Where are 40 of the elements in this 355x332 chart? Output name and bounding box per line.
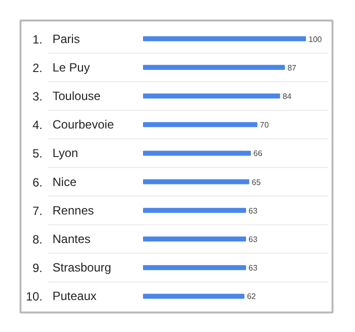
- bar: [143, 122, 258, 128]
- text: 6.: [32, 175, 43, 190]
- bar: [143, 64, 285, 70]
- y-tick-label: Courbevoie: [52, 118, 114, 132]
- text: 8.: [32, 232, 43, 246]
- text: 7.: [32, 204, 43, 218]
- bar: [143, 94, 280, 98]
- bar: [143, 294, 244, 299]
- data-label: 84: [282, 92, 292, 101]
- data-label: 62: [246, 292, 256, 302]
- data-label: 63: [248, 235, 258, 244]
- bar: [143, 36, 306, 42]
- bar: [143, 236, 246, 242]
- y-tick-label: Paris: [52, 32, 80, 46]
- y-tick-label: Puteaux: [52, 289, 97, 304]
- y-tick-label: Toulouse: [52, 89, 101, 103]
- text: 3.: [32, 90, 43, 104]
- text: 2.: [32, 60, 43, 75]
- data-label: 100: [308, 34, 322, 44]
- data-label: 66: [253, 149, 263, 158]
- data-label: 63: [248, 264, 258, 273]
- bar: [143, 179, 250, 184]
- bar: [143, 150, 251, 156]
- text: 5.: [32, 146, 43, 161]
- text: 4.: [32, 118, 43, 132]
- y-tick-label: Nice: [52, 174, 77, 189]
- bar: [143, 265, 246, 270]
- data-label: 63: [248, 206, 258, 216]
- y-tick-label: Nantes: [52, 232, 91, 246]
- y-tick-label: Rennes: [52, 203, 94, 218]
- data-label: 70: [260, 120, 270, 130]
- data-label: 65: [252, 178, 262, 187]
- bar: [143, 208, 246, 213]
- y-tick-label: Strasbourg: [52, 260, 112, 275]
- text: 9.: [32, 261, 43, 276]
- y-tick-label: Le Puy: [52, 60, 90, 74]
- y-tick-label: Lyon: [52, 146, 78, 160]
- text: 1.: [32, 32, 43, 46]
- text: 10.: [26, 290, 43, 304]
- data-label: 87: [287, 63, 297, 72]
